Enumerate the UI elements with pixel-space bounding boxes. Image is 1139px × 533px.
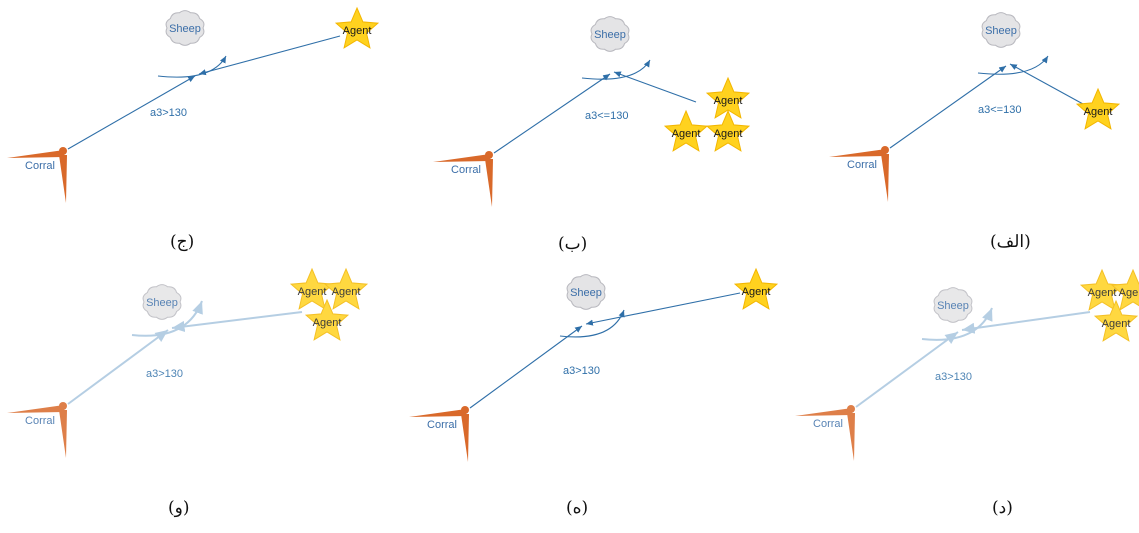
corral-wall-icon (881, 154, 889, 202)
sheep-label: Sheep (146, 297, 178, 309)
angle-condition-label: a3<=130 (585, 110, 628, 122)
panel-caption-alef: (الف) (990, 232, 1031, 252)
sheep-label: Sheep (169, 23, 201, 35)
angle-arc (157, 55, 227, 78)
agent-to-sheep-arrow (961, 311, 1091, 334)
panel-he: Sheep Corral Agent a3>130 (409, 267, 779, 462)
panel-caption-jim: (ج) (170, 232, 195, 252)
corral-to-sheep-arrow (493, 73, 611, 154)
agent-star-icon (1093, 299, 1139, 342)
agent-star-icon (663, 109, 709, 152)
angle-condition-label: a3>130 (563, 365, 600, 377)
agent-label: Agent (1084, 106, 1113, 118)
sheep-cloud-icon (933, 287, 973, 323)
agent-label: Agent (313, 317, 342, 329)
panel-be: Sheep Corral Agent Agent Agent a3<=130 (433, 16, 751, 207)
agent-label: Agent (714, 128, 743, 140)
agent-to-sheep-arrow (1009, 63, 1084, 105)
panel-caption-be: (ب) (558, 234, 588, 254)
corral-wall-icon (829, 149, 886, 157)
angle-arc (131, 300, 203, 337)
sheep-label: Sheep (570, 287, 602, 299)
corral-node-icon (847, 405, 855, 413)
agent-label: Agent (714, 95, 743, 107)
angle-condition-label: a3<=130 (978, 104, 1021, 116)
agent-label: Agent (672, 128, 701, 140)
corral-wall-icon (847, 413, 855, 461)
panel-vav: Sheep Corral Agent Agent Agent a3>130 (7, 267, 369, 458)
agent-label: Agent (742, 286, 771, 298)
corral-wall-icon (795, 408, 852, 416)
corral-to-sheep-arrow (67, 329, 169, 405)
corral-wall-icon (7, 405, 64, 413)
corral-wall-icon (59, 155, 67, 203)
panel-alef: Sheep Corral Agent a3<=130 (829, 12, 1121, 202)
angle-arc (921, 307, 993, 341)
sheep-cloud-icon (981, 12, 1021, 48)
sheep-label: Sheep (985, 25, 1017, 37)
panel-caption-he: (ه) (566, 498, 589, 518)
agent-star-icon (705, 109, 751, 152)
corral-node-icon (59, 147, 67, 155)
corral-node-icon (461, 406, 469, 414)
agent-label: Agent (343, 25, 372, 37)
corral-label: Corral (25, 415, 55, 427)
agent-label: Agent (298, 286, 327, 298)
agent-star-icon (304, 298, 350, 341)
agent-label: Agent (1119, 287, 1139, 299)
corral-node-icon (881, 146, 889, 154)
corral-to-sheep-arrow (855, 331, 959, 408)
corral-label: Corral (25, 160, 55, 172)
corral-label: Corral (427, 419, 457, 431)
angle-condition-label: a3>130 (146, 368, 183, 380)
agent-star-icon (733, 267, 779, 310)
agent-star-icon (334, 6, 380, 49)
sheep-cloud-icon (566, 274, 606, 310)
corral-to-sheep-arrow (67, 75, 196, 150)
corral-node-icon (59, 402, 67, 410)
agent-to-sheep-arrow (613, 71, 697, 103)
corral-to-sheep-arrow (469, 325, 583, 409)
angle-arc (581, 59, 651, 80)
corral-label: Corral (813, 418, 843, 430)
sheep-cloud-icon (165, 10, 205, 46)
sheep-cloud-icon (142, 284, 182, 320)
agent-to-sheep-arrow (198, 35, 341, 76)
agent-to-sheep-arrow (171, 311, 303, 333)
angle-arc (559, 309, 625, 338)
corral-label: Corral (451, 164, 481, 176)
agent-star-icon (323, 267, 369, 310)
agent-label: Agent (1088, 287, 1117, 299)
angle-condition-label: a3>130 (935, 371, 972, 383)
corral-to-sheep-arrow (889, 65, 1007, 149)
agent-star-icon (1110, 268, 1139, 311)
agent-label: Agent (332, 286, 361, 298)
corral-label: Corral (847, 159, 877, 171)
sheep-label: Sheep (594, 29, 626, 41)
angle-arc (977, 55, 1049, 75)
panel-caption-vav: (و) (168, 498, 190, 518)
agent-star-icon (1075, 87, 1121, 130)
panel-jim: Sheep Corral Agent a3>130 (7, 6, 380, 203)
corral-wall-icon (461, 414, 469, 462)
corral-wall-icon (59, 410, 67, 458)
agent-label: Agent (1102, 318, 1131, 330)
corral-node-icon (485, 151, 493, 159)
panel-caption-dal: (د) (992, 498, 1013, 518)
corral-wall-icon (433, 154, 490, 162)
corral-wall-icon (409, 409, 466, 417)
angle-condition-label: a3>130 (150, 107, 187, 119)
corral-wall-icon (485, 159, 493, 207)
sheep-label: Sheep (937, 300, 969, 312)
agent-to-sheep-arrow (585, 292, 741, 326)
sheep-cloud-icon (590, 16, 630, 52)
corral-wall-icon (7, 150, 64, 158)
